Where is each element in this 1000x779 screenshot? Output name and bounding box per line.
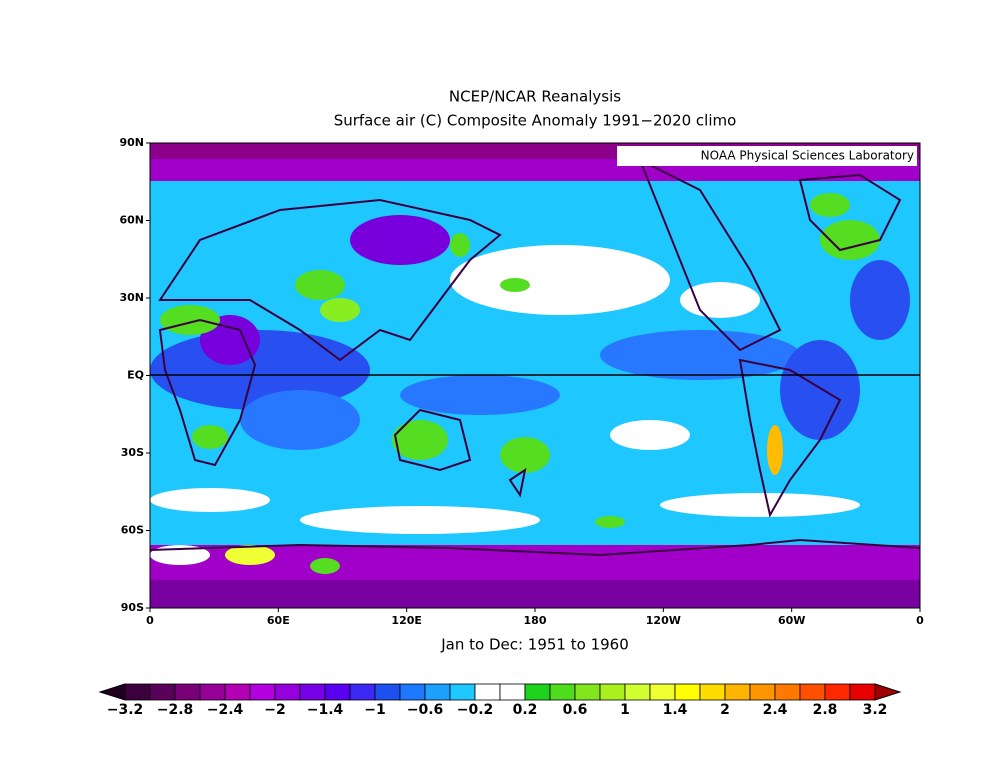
lat-label: 30S — [121, 446, 144, 459]
colorbar-box — [699, 683, 726, 701]
colorbar-label: −2.8 — [157, 702, 194, 718]
colorbar-label: 1.4 — [663, 702, 688, 718]
colorbar-box — [724, 683, 751, 701]
colorbar-label: 1 — [620, 702, 630, 718]
colorbar-label: −1 — [364, 702, 385, 718]
colorbar-box — [224, 683, 251, 701]
lon-label: 120W — [646, 614, 681, 627]
colorbar-box — [374, 683, 401, 701]
credit: NOAA Physical Sciences Laboratory — [701, 149, 914, 163]
colorbar-box — [774, 683, 801, 701]
colorbar-label: 2 — [720, 702, 730, 718]
lat-labels: 90N 60N 30N EQ 30S 60S 90S — [119, 136, 150, 614]
lat-label: 90N — [119, 136, 144, 149]
lat-label: 90S — [121, 601, 144, 614]
colorbar-box — [574, 683, 601, 701]
colorbar-box — [124, 683, 151, 701]
colorbar-box — [449, 683, 476, 701]
colorbar-box — [299, 683, 326, 701]
colorbar-box — [274, 683, 301, 701]
colorbar-box — [849, 683, 876, 701]
colorbar-box — [149, 683, 176, 701]
lat-label: 30N — [119, 291, 144, 304]
title: NCEP/NCAR Reanalysis — [449, 88, 621, 106]
lon-label: 0 — [146, 614, 154, 627]
colorbar-box — [749, 683, 776, 701]
lon-label: 60E — [267, 614, 290, 627]
lon-label: 0 — [916, 614, 924, 627]
colorbar-label: 0.2 — [513, 702, 538, 718]
colorbar-box — [824, 683, 851, 701]
lon-label: 180 — [524, 614, 547, 627]
colorbar-label: −2 — [264, 702, 285, 718]
colorbar-box — [399, 683, 426, 701]
map-field — [150, 143, 920, 608]
lon-label: 120E — [391, 614, 421, 627]
colorbar-box — [624, 683, 651, 701]
colorbar-label: 2.4 — [763, 702, 788, 718]
colorbar-box — [524, 683, 551, 701]
colorbar-box — [249, 683, 276, 701]
colorbar-end — [874, 683, 902, 701]
colorbar-label: 3.2 — [863, 702, 888, 718]
period: Jan to Dec: 1951 to 1960 — [440, 636, 629, 654]
colorbar-label: −1.4 — [307, 702, 344, 718]
colorbar-box — [424, 683, 451, 701]
colorbar-label: 0.6 — [563, 702, 588, 718]
colorbar-box — [349, 683, 376, 701]
colorbar-box — [599, 683, 626, 701]
colorbar-box — [499, 683, 526, 701]
lat-label: 60N — [119, 214, 144, 227]
colorbar-box — [674, 683, 701, 701]
lat-label: EQ — [127, 369, 144, 382]
lon-labels: 0 60E 120E 180 120W 60W 0 — [146, 608, 924, 627]
colorbar-box — [174, 683, 201, 701]
lon-label: 60W — [778, 614, 805, 627]
colorbar-label: 2.8 — [813, 702, 838, 718]
colorbar-box — [799, 683, 826, 701]
subtitle: Surface air (C) Composite Anomaly 1991−2… — [334, 112, 737, 130]
colorbar-box — [199, 683, 226, 701]
colorbar-end — [98, 683, 126, 701]
colorbar: −3.2 −2.8 −2.4 −2 −1.4 −1 −0.6 −0.2 0.2 0.6 1 1.4 2 2… — [98, 683, 902, 718]
colorbar-box — [549, 683, 576, 701]
colorbar-label: −3.2 — [107, 702, 144, 718]
colorbar-label: −2.4 — [207, 702, 244, 718]
colorbar-label: −0.2 — [457, 702, 494, 718]
lat-label: 60S — [121, 524, 144, 537]
colorbar-label: −0.6 — [407, 702, 444, 718]
colorbar-box — [324, 683, 351, 701]
colorbar-box — [474, 683, 501, 701]
colorbar-box — [649, 683, 676, 701]
